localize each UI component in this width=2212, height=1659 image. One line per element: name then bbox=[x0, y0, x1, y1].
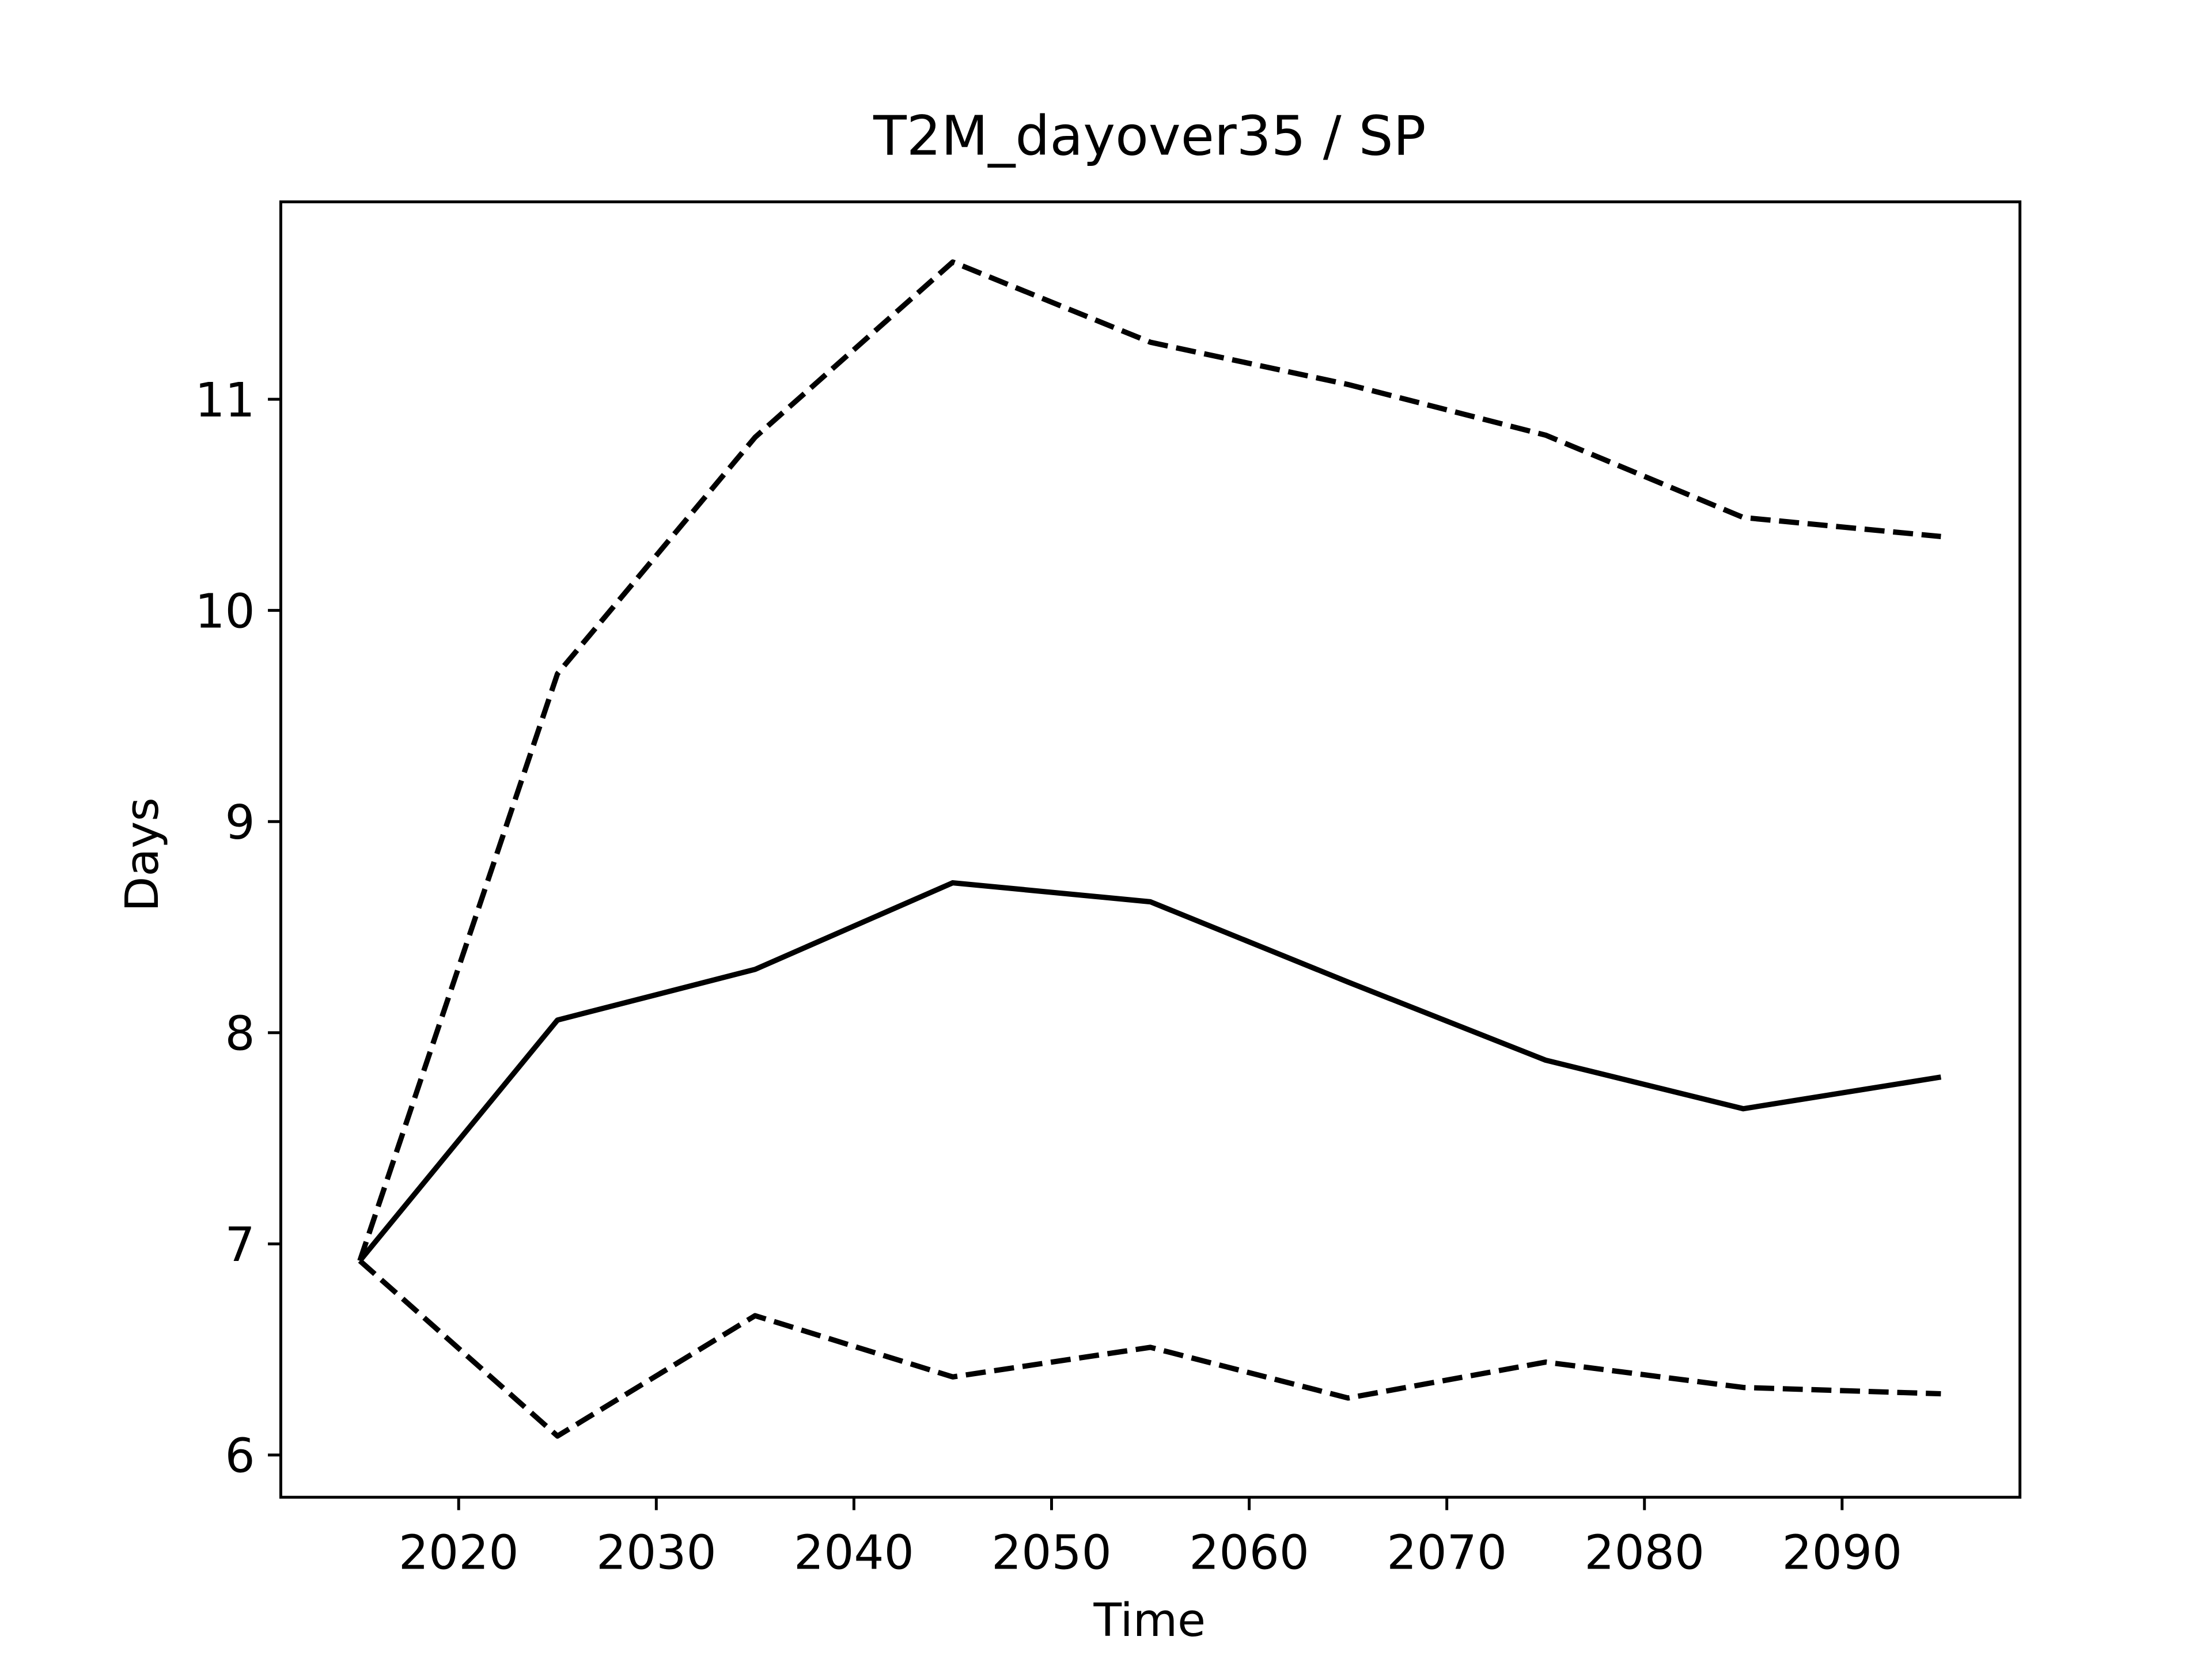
x-tick-label: 2050 bbox=[991, 1525, 1112, 1580]
x-tick-label: 2070 bbox=[1387, 1525, 1507, 1580]
y-tick-label: 8 bbox=[225, 1007, 255, 1062]
line bbox=[358, 1259, 1941, 1439]
y-tick-label: 10 bbox=[195, 584, 255, 639]
x-tick-label: 2080 bbox=[1584, 1525, 1705, 1580]
x-tick-label: 2090 bbox=[1782, 1525, 1902, 1580]
y-tick-label: 9 bbox=[225, 796, 255, 850]
x-tick-label: 2030 bbox=[596, 1525, 717, 1580]
chart-title: T2M_dayover35 / SP bbox=[873, 104, 1426, 168]
y-tick-label: 6 bbox=[225, 1429, 255, 1484]
line bbox=[358, 880, 1942, 1263]
x-tick-label: 2020 bbox=[399, 1525, 519, 1580]
x-tick-label: 2040 bbox=[794, 1525, 914, 1580]
y-axis-label: Days bbox=[115, 797, 169, 911]
x-tick-label: 2060 bbox=[1189, 1525, 1309, 1580]
y-tick-label: 7 bbox=[225, 1218, 255, 1272]
x-axis-label: Time bbox=[1093, 1593, 1206, 1647]
y-tick-label: 11 bbox=[195, 373, 255, 428]
line bbox=[357, 259, 1941, 1262]
plot-frame bbox=[279, 200, 2022, 1499]
